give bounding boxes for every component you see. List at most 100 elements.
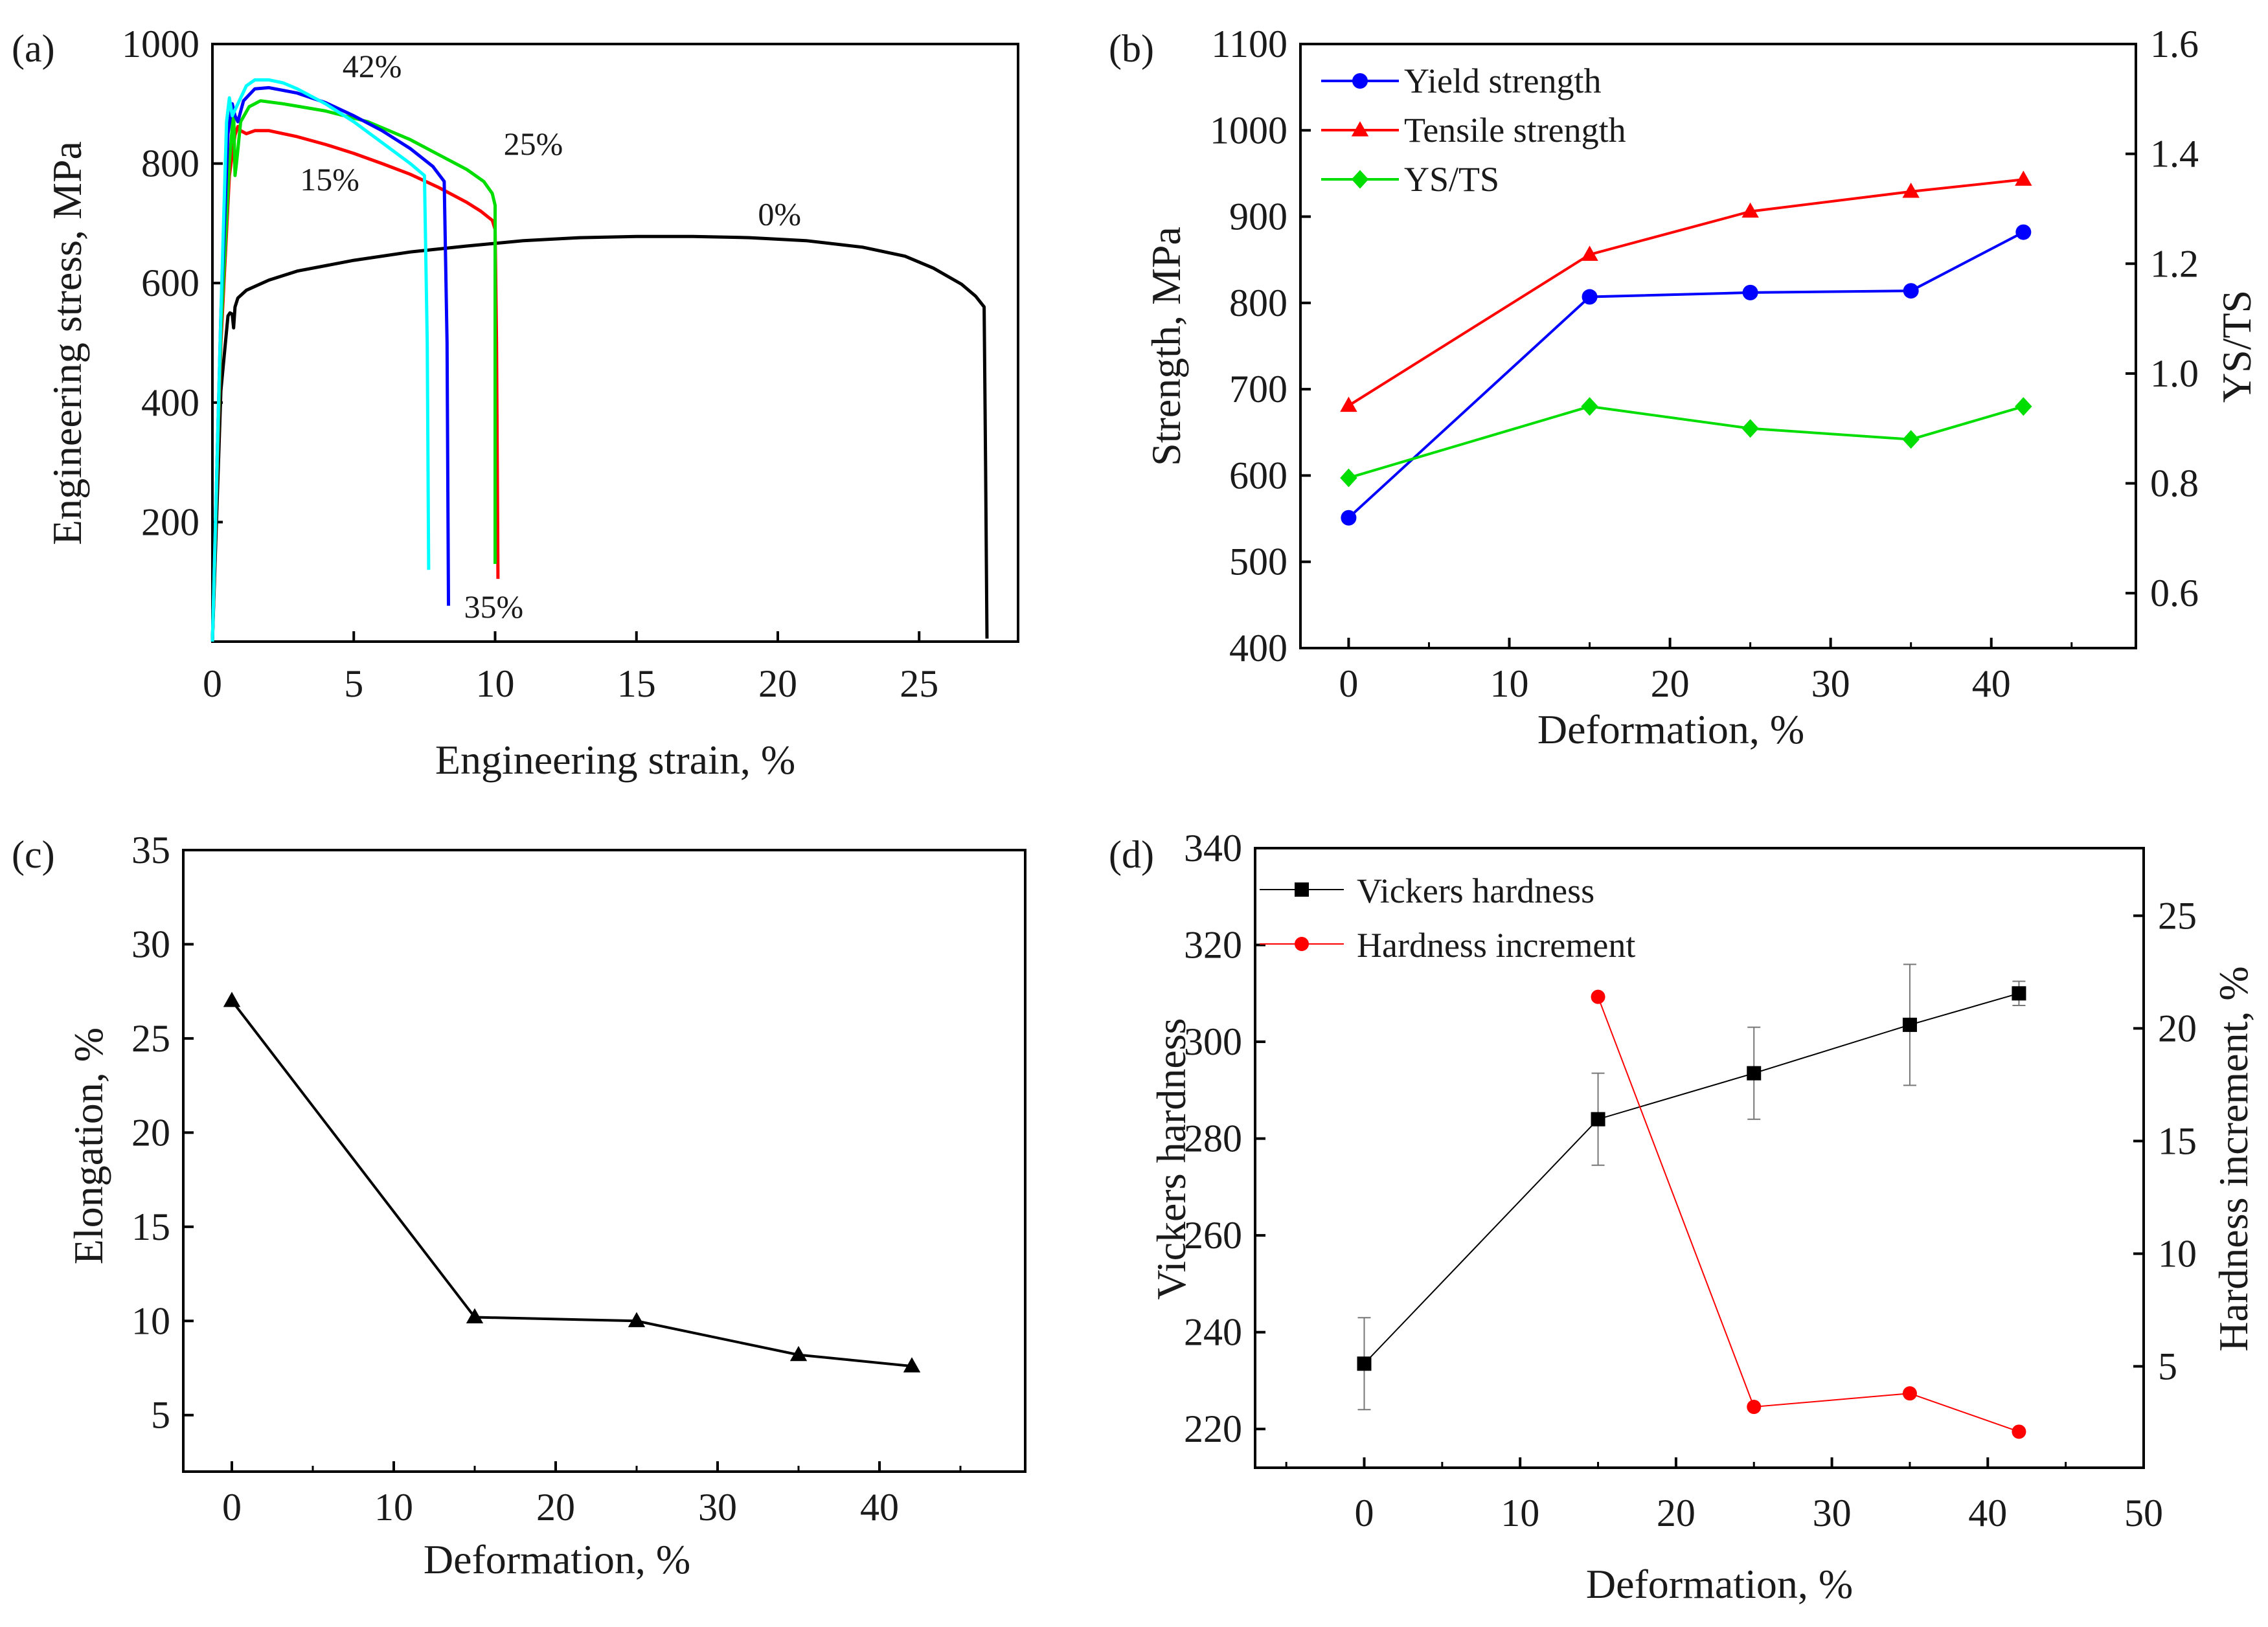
panel-label: (b) [1109, 27, 1154, 70]
data-point [1352, 73, 1368, 89]
x-tick-label: 0 [203, 662, 222, 705]
y2-axis-label: YS/TS [2214, 290, 2260, 403]
y-tick-label: 30 [131, 923, 170, 965]
x-tick-label: 20 [758, 662, 797, 705]
y-tick-label: 1000 [1210, 109, 1287, 151]
y-tick-label: 900 [1229, 196, 1287, 238]
x-tick-label: 10 [475, 662, 514, 705]
y2-tick-label: 1.2 [2150, 242, 2199, 285]
y2-tick-label: 0.8 [2150, 462, 2199, 505]
y-axis-label: Strength, MPa [1143, 227, 1189, 466]
data-point [1741, 202, 1759, 218]
data-point [1351, 121, 1369, 137]
x-tick-label: 10 [1501, 1492, 1539, 1534]
tick-marks: 0 5 10 15 20 25 200 400 600 800 1000 [122, 23, 938, 705]
series-line-15pct [210, 124, 500, 642]
y2-tick-label: 1.0 [2150, 352, 2199, 395]
y-tick-label: 340 [1184, 827, 1242, 870]
y2-tick-label: 10 [2158, 1232, 2197, 1275]
y2-tick-label: 1.4 [2150, 133, 2199, 175]
y-tick-label: 1100 [1211, 23, 1287, 65]
series-layer [210, 78, 989, 642]
panel-a: (a) 0 5 10 15 20 25 200 400 600 800 1000 42% 25% 15%… [12, 23, 1019, 783]
data-point [1581, 245, 1598, 261]
x-tick-label: 0 [1354, 1492, 1374, 1534]
y-tick-label: 400 [141, 381, 199, 424]
x-tick-label: 25 [900, 662, 938, 705]
y-tick-label: 20 [131, 1111, 170, 1154]
series-line [1597, 996, 2019, 1433]
data-point [1295, 882, 1309, 897]
y-tick-label: 300 [1184, 1020, 1242, 1063]
data-point [903, 1357, 921, 1373]
x-axis-label: Deformation, % [1586, 1561, 1853, 1607]
tick-marks: 0 10 20 30 40 400 500 600 700 800 900 1000 1100 0.6 0.… [1210, 23, 2199, 705]
x-tick-label: 5 [344, 662, 363, 705]
data-point [2015, 170, 2032, 186]
data-point [1340, 396, 1357, 412]
x-tick-label: 40 [860, 1486, 899, 1529]
y-tick-label: 5 [151, 1394, 170, 1437]
data-point [789, 1345, 808, 1362]
x-tick-label: 30 [1811, 662, 1850, 705]
data-point [2015, 397, 2032, 416]
curve-annotation: 15% [300, 161, 359, 197]
x-tick-label: 20 [1651, 662, 1690, 705]
y-tick-label: 35 [131, 829, 170, 871]
data-point [223, 991, 241, 1007]
series-layer [1340, 170, 2032, 526]
curve-annotation: 25% [504, 126, 563, 162]
y-tick-label: 260 [1184, 1214, 1242, 1257]
data-point [1902, 183, 1920, 198]
y-tick-label: 800 [1229, 282, 1287, 324]
data-point [2012, 1424, 2026, 1439]
y-tick-label: 600 [1229, 454, 1287, 497]
legend-label: YS/TS [1404, 160, 1499, 199]
data-point [1341, 510, 1357, 526]
legend-label: Hardness increment [1357, 926, 1635, 965]
curve-annotation: 35% [464, 589, 523, 625]
y2-axis-label: Hardness increment, % [2210, 966, 2256, 1351]
x-tick-label: 10 [1490, 662, 1529, 705]
x-tick-label: 50 [2124, 1492, 2163, 1534]
data-point [466, 1308, 484, 1324]
series-layer [1357, 963, 2026, 1439]
panel-d: (d) 0 10 20 30 40 50 220 240 260 280 300 320 340 5 10 1… [1109, 827, 2256, 1607]
x-tick-label: 0 [1339, 662, 1358, 705]
data-point [1591, 989, 1605, 1004]
data-point [1741, 419, 1759, 438]
data-point [1747, 1400, 1762, 1415]
y-tick-label: 200 [141, 500, 199, 543]
y-tick-label: 25 [131, 1017, 170, 1060]
tick-marks: 0 10 20 30 40 50 220 240 260 280 300 320 340 5 10 15 20 2… [1184, 827, 2197, 1534]
x-axis-label: Engineering strain, % [435, 737, 795, 783]
x-tick-label: 40 [1968, 1492, 2007, 1534]
x-tick-label: 0 [222, 1486, 242, 1529]
y2-tick-label: 0.6 [2150, 572, 2199, 614]
data-point [1902, 430, 1920, 449]
data-point [1295, 937, 1309, 951]
data-point [628, 1312, 646, 1327]
y-tick-label: 600 [141, 262, 199, 304]
legend-label: Tensile strength [1404, 111, 1626, 150]
series-line-42pct [210, 78, 431, 642]
tick-marks: 0 10 20 30 40 5 10 15 20 25 30 35 [131, 829, 962, 1529]
x-tick-label: 20 [1657, 1492, 1695, 1534]
y2-tick-label: 25 [2158, 894, 2197, 937]
y-tick-label: 1000 [122, 23, 199, 65]
data-point [2015, 224, 2032, 240]
x-tick-label: 40 [1972, 662, 2011, 705]
panel-label: (a) [12, 27, 55, 70]
data-point [1903, 283, 1919, 299]
y-tick-label: 240 [1184, 1311, 1242, 1354]
data-point [1902, 1017, 1917, 1032]
legend: Vickers hardness Hardness increment [1260, 871, 1635, 965]
y-tick-label: 320 [1184, 924, 1242, 967]
plot-frame [182, 849, 1026, 1473]
plot-frame [1254, 847, 2145, 1469]
y2-tick-label: 1.6 [2150, 23, 2199, 65]
y2-tick-label: 5 [2158, 1345, 2177, 1387]
data-point [1902, 1386, 1917, 1401]
y-axis-label: Engineering stress, MPa [44, 141, 90, 545]
